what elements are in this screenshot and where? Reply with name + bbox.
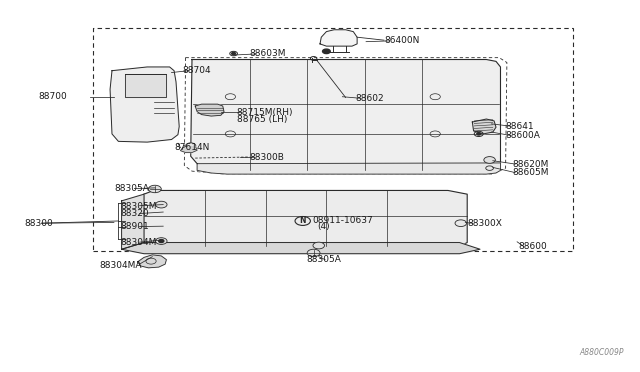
Polygon shape — [138, 255, 166, 268]
Text: 88715M(RH): 88715M(RH) — [237, 108, 293, 117]
Polygon shape — [180, 146, 197, 153]
Polygon shape — [472, 119, 496, 134]
Text: 87614N: 87614N — [174, 143, 209, 152]
Polygon shape — [125, 74, 166, 97]
Circle shape — [156, 238, 167, 244]
Polygon shape — [320, 30, 357, 46]
Circle shape — [484, 157, 495, 163]
Text: 88901: 88901 — [120, 222, 149, 231]
Text: A880C009P: A880C009P — [579, 348, 624, 357]
Circle shape — [232, 52, 236, 55]
Circle shape — [148, 185, 161, 193]
Text: 86400N: 86400N — [384, 36, 419, 45]
Polygon shape — [144, 190, 467, 246]
Polygon shape — [122, 194, 144, 249]
Polygon shape — [110, 67, 179, 142]
Text: 88605M: 88605M — [512, 169, 548, 177]
Polygon shape — [197, 163, 500, 174]
Text: 88602: 88602 — [355, 94, 384, 103]
Text: 88304MA: 88304MA — [99, 262, 141, 270]
Text: 88300B: 88300B — [250, 153, 284, 162]
Text: 88704: 88704 — [182, 66, 211, 75]
Text: 88304M: 88304M — [120, 238, 157, 247]
Text: 88305A: 88305A — [114, 184, 148, 193]
Text: 88300X: 88300X — [467, 219, 502, 228]
Text: 88765 (LH): 88765 (LH) — [237, 115, 287, 124]
Circle shape — [307, 249, 320, 257]
Text: 88603M: 88603M — [250, 49, 286, 58]
Text: 88305A: 88305A — [306, 255, 340, 264]
Text: N: N — [300, 217, 306, 225]
Bar — [93, 28, 573, 251]
Circle shape — [159, 240, 164, 243]
Text: (4): (4) — [317, 222, 330, 231]
Polygon shape — [122, 243, 480, 254]
Text: 88600: 88600 — [518, 242, 547, 251]
Circle shape — [156, 201, 167, 208]
Circle shape — [477, 133, 481, 135]
Text: 88600A: 88600A — [506, 131, 540, 140]
Polygon shape — [191, 60, 500, 171]
Text: 88641: 88641 — [506, 122, 534, 131]
Text: 88620M: 88620M — [512, 160, 548, 169]
Text: 88305M: 88305M — [120, 202, 157, 211]
Text: 88700: 88700 — [38, 92, 67, 101]
Text: 08911-10637: 08911-10637 — [312, 216, 373, 225]
Text: 88300: 88300 — [24, 219, 53, 228]
Text: 88320: 88320 — [120, 209, 149, 218]
Polygon shape — [195, 104, 224, 116]
Circle shape — [323, 49, 330, 54]
Circle shape — [313, 242, 324, 249]
Circle shape — [455, 220, 467, 227]
Circle shape — [186, 143, 196, 149]
